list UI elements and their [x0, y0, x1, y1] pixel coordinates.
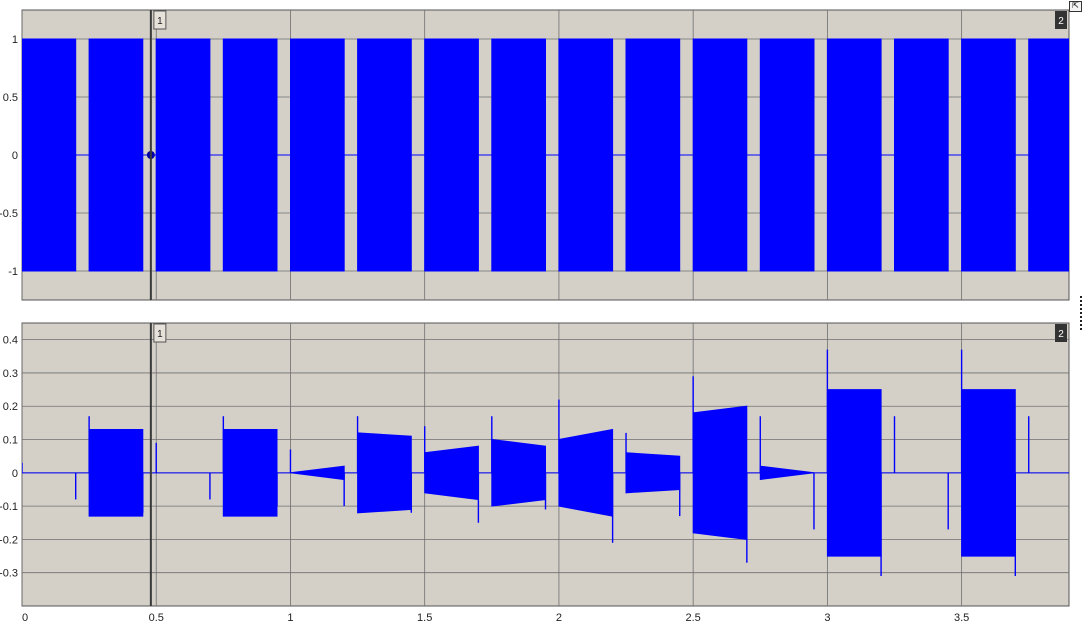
x-tick-label: 2 — [556, 612, 562, 624]
x-tick-label: 2.5 — [686, 612, 701, 624]
signal-burst — [759, 465, 815, 481]
signal-burst — [625, 38, 681, 272]
signal-burst — [22, 38, 77, 272]
signal-group-0 — [22, 38, 1069, 272]
x-tick-label: 1 — [287, 612, 293, 624]
signal-burst — [424, 38, 479, 272]
signal-burst — [692, 405, 748, 540]
x-tick-label: 0.5 — [149, 612, 164, 624]
y-tick-label: 0.3 — [3, 368, 18, 380]
signal-burst — [759, 38, 815, 272]
signal-burst — [155, 38, 211, 272]
signal-burst — [894, 38, 949, 272]
y-tick-label: -0.1 — [0, 501, 18, 513]
y-tick-label: -0.2 — [0, 534, 18, 546]
signal-burst — [558, 38, 614, 272]
signal-burst — [961, 38, 1016, 272]
signal-burst — [491, 38, 546, 272]
bottom-plot[interactable]: 0.4 0.3 0.2 0.1 0 -0.1 -0.2 -0.3 0 0.5 1 1.5 2 2.5 3 3.… — [0, 322, 1070, 624]
signal-burst — [491, 438, 546, 507]
cursor-2-label: 2 — [1058, 329, 1064, 340]
y-tick-label: -1 — [8, 266, 18, 278]
y-tick-label: -0.3 — [0, 568, 18, 580]
signal-burst — [1028, 38, 1069, 272]
x-tick-label: 3.5 — [954, 612, 969, 624]
y-tick-label: 0 — [12, 150, 18, 162]
cursor-1-label: 1 — [157, 16, 163, 27]
signal-burst — [961, 389, 1016, 557]
signal-burst — [290, 38, 345, 272]
cursor-1-tag[interactable] — [153, 10, 167, 30]
signal-burst — [424, 445, 479, 501]
cursor-1-label: 1 — [157, 329, 163, 340]
x-tick-label: 3 — [824, 612, 830, 624]
y-tick-label: -0.5 — [0, 208, 18, 220]
signal-burst — [692, 38, 748, 272]
signal-burst — [558, 428, 614, 517]
signal-burst — [357, 432, 412, 514]
resize-grip-handle[interactable] — [1080, 296, 1086, 330]
y-tick-label: 0.5 — [3, 92, 18, 104]
signal-burst — [88, 429, 144, 517]
signal-burst — [625, 452, 681, 494]
cursor-2-label: 2 — [1058, 16, 1064, 27]
signal-burst — [357, 38, 412, 272]
signal-burst — [88, 38, 144, 272]
signal-burst — [222, 429, 278, 517]
y-tick-label: 0.2 — [3, 401, 18, 413]
top-plot[interactable]: 1 0.5 0 -0.5 -1 1 2 — [0, 9, 1070, 301]
x-tick-label: 1.5 — [417, 612, 432, 624]
y-tick-label: 1 — [12, 34, 18, 46]
x-tick-label: 0 — [22, 612, 28, 624]
signal-group-1 — [22, 349, 1069, 577]
y-tick-label: 0.1 — [3, 435, 18, 447]
signal-burst — [826, 389, 882, 557]
cursor-2-tag[interactable] — [1055, 324, 1067, 342]
cursor-2-tag[interactable] — [1055, 11, 1067, 29]
cursor-1-tag[interactable] — [153, 323, 167, 343]
y-tick-label: 0.4 — [3, 335, 18, 347]
signal-burst — [826, 38, 882, 272]
undock-icon[interactable]: ⇱ — [1069, 1, 1082, 12]
signal-burst — [222, 38, 278, 272]
y-tick-label: 0 — [12, 468, 18, 480]
